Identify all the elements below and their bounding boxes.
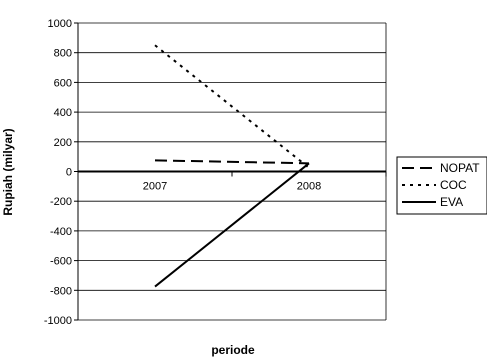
series-lines	[154, 44, 310, 288]
y-tick-label: -200	[50, 196, 72, 208]
gridlines	[78, 22, 386, 321]
legend-label-eva: EVA	[440, 195, 463, 209]
y-tick-label: 800	[54, 48, 72, 60]
y-tick-label: -600	[50, 256, 72, 268]
y-tick-label: 400	[54, 107, 72, 119]
x-tick-label: 2008	[297, 181, 321, 193]
y-tick-label: 0	[66, 167, 72, 179]
x-tick-label: 2007	[143, 181, 167, 193]
y-tick-label: -400	[50, 226, 72, 238]
y-axis-title: Rupiah (milyar)	[1, 128, 15, 215]
series-line-eva	[154, 162, 310, 288]
legend: NOPAT COC EVA	[396, 156, 487, 215]
legend-label-coc: COC	[440, 178, 467, 192]
y-tick-label: 200	[54, 137, 72, 149]
series-line-nopat	[154, 159, 310, 165]
legend-label-nopat: NOPAT	[440, 161, 480, 175]
y-tick-label: -800	[50, 285, 72, 297]
y-tick-labels: 1000 800 600 400 200 0 -200 -400 -600 -800 -1000	[44, 18, 72, 327]
series-line-coc	[154, 44, 310, 169]
y-tick-label: -1000	[44, 315, 72, 327]
y-tick-label: 1000	[48, 18, 72, 30]
x-tick-labels: 2007 2008	[143, 181, 321, 193]
y-tick-label: 600	[54, 77, 72, 89]
x-axis-title: periode	[211, 343, 255, 357]
axes	[74, 22, 387, 321]
